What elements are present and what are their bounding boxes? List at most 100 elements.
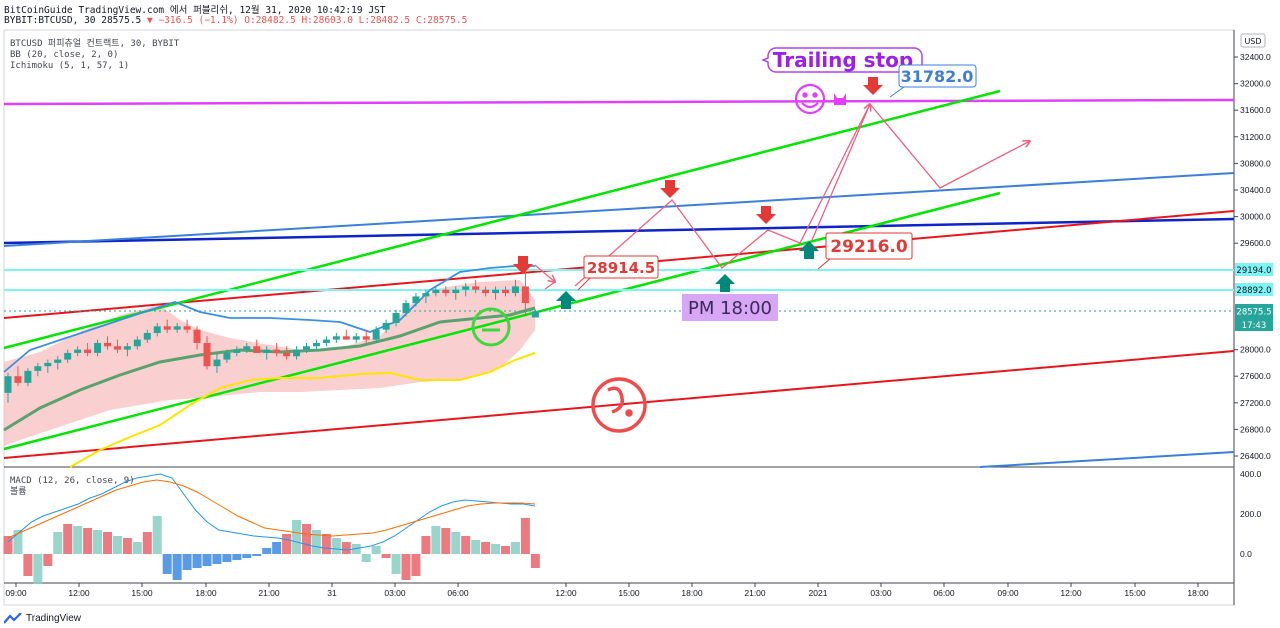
histogram-bar — [461, 536, 471, 554]
candle — [84, 342, 92, 357]
magenta-smiley-icon — [794, 83, 826, 115]
up-arrow-1 — [556, 291, 576, 309]
symbol-legend: BTCUSD 퍼피츄얼 컨트랙트, 30, BYBIT — [10, 39, 180, 49]
price-axis[interactable]: 32400.0 32000.0 31600.0 31200.0 30800.0 30400… — [1234, 52, 1271, 461]
candle — [482, 286, 490, 297]
target-high-leader — [889, 86, 905, 98]
target-2-label: 29216.0 — [830, 237, 908, 257]
price-tick-label: 26800.0 — [1240, 424, 1271, 434]
candle — [223, 349, 231, 363]
countdown-badge — [1235, 318, 1273, 331]
time-tick-label: 03:00 — [384, 588, 406, 598]
histogram-bar — [262, 548, 272, 554]
price-tick-label: 31600.0 — [1240, 105, 1271, 115]
target-high-callout — [898, 64, 977, 88]
projection-branch — [811, 104, 870, 241]
candle — [472, 279, 480, 294]
price-tick-label: 30400.0 — [1240, 185, 1271, 195]
histogram-bar — [3, 536, 13, 554]
candle — [452, 286, 460, 300]
candlestick-series — [4, 266, 539, 403]
chart-frame — [3, 29, 1235, 606]
up-arrow-3 — [799, 241, 819, 259]
tradingview-brand: TradingView — [26, 613, 82, 624]
candle — [442, 286, 450, 297]
candle — [74, 346, 82, 357]
last-price-badge — [1235, 304, 1273, 318]
time-axis[interactable]: 09:00 12:00 15:00 18:00 21:00 31 03:00 06:00 12:… — [5, 583, 1209, 598]
candle — [293, 346, 301, 360]
bb-legend: BB (20, close, 2, 0) — [10, 50, 119, 60]
candle — [34, 362, 42, 377]
candle — [113, 339, 121, 353]
candle — [511, 279, 519, 297]
time-tick-label: 18:00 — [195, 588, 217, 598]
histogram-bar — [152, 516, 162, 554]
candle — [422, 289, 430, 304]
histogram-bar — [381, 554, 391, 558]
candle — [412, 293, 420, 307]
macd-histogram — [3, 516, 540, 584]
price-tick-label: 28000.0 — [1240, 345, 1271, 355]
candle — [233, 346, 241, 357]
histogram-bar — [510, 542, 520, 554]
tradingview-logo[interactable]: TradingView — [4, 613, 81, 624]
candle — [104, 336, 111, 350]
histogram-bar — [431, 526, 441, 554]
target-1-label: 28914.5 — [587, 259, 655, 277]
histogram-bar — [282, 534, 292, 554]
candle — [14, 366, 22, 387]
price-tick-label: 32400.0 — [1240, 52, 1271, 62]
pink-cat-icon — [834, 93, 846, 105]
price-tick-label: 26400.0 — [1240, 451, 1271, 461]
time-tick-label: 2021 — [809, 588, 828, 598]
tradingview-logo-icon — [4, 613, 22, 624]
green-channel-upper — [3, 89, 1001, 350]
histogram-bar — [530, 554, 540, 568]
histogram-bar — [103, 532, 112, 554]
histogram-bar — [371, 546, 381, 554]
time-tick-label: 12:00 — [555, 588, 577, 598]
header-line-2: BYBIT:BTCUSD, 30 28575.5 ▼ −316.5 (−1.1%… — [4, 15, 467, 26]
histogram-bar — [242, 554, 252, 558]
price-tick-label: 27200.0 — [1240, 398, 1271, 408]
candle — [163, 319, 171, 333]
histogram-bar — [361, 554, 371, 562]
histogram-bar — [202, 554, 212, 566]
time-tick-label: 15:00 — [131, 588, 153, 598]
histogram-bar — [132, 542, 142, 554]
histogram-bar — [112, 536, 122, 554]
histogram-bar — [421, 536, 431, 554]
candle — [263, 346, 271, 360]
volume-legend: 볼륨 — [10, 487, 27, 497]
header-ohlc: O:28482.5 H:28603.0 L:28482.5 C:28575.5 — [244, 15, 468, 26]
histogram-bar — [23, 554, 33, 576]
macd-tick-label: 400.0 — [1240, 469, 1262, 479]
macd-axis: 400.0 200.0 0.0 — [1240, 469, 1262, 559]
up-arrow-2 — [715, 274, 735, 292]
candle — [521, 266, 529, 317]
price-tick-label: 27600.0 — [1240, 371, 1271, 381]
candle — [492, 286, 500, 300]
macd-legend: MACD (12, 26, close, 9) — [10, 476, 135, 486]
target-1-callout — [583, 255, 659, 279]
candle — [44, 359, 52, 373]
magenta-resistance-line — [3, 98, 1235, 106]
green-neutral-face-icon — [471, 307, 511, 347]
candle — [133, 336, 141, 350]
ichimoku-lagging-line — [69, 352, 536, 468]
histogram-bar — [471, 540, 481, 554]
last-price-badge-text: 28575.5 — [1236, 308, 1271, 318]
candle — [312, 339, 320, 350]
price-tick-label: 29600.0 — [1240, 238, 1271, 248]
histogram-bar — [13, 530, 23, 554]
histogram-bar — [441, 528, 451, 554]
blue-trend-line — [3, 172, 1235, 247]
price-tick-label: 30800.0 — [1240, 158, 1271, 168]
macd-tick-label: 200.0 — [1240, 509, 1262, 519]
currency-button[interactable] — [1240, 33, 1266, 48]
histogram-bar — [192, 554, 202, 568]
histogram-bar — [212, 554, 222, 564]
time-tick-label: 09:00 — [5, 588, 27, 598]
